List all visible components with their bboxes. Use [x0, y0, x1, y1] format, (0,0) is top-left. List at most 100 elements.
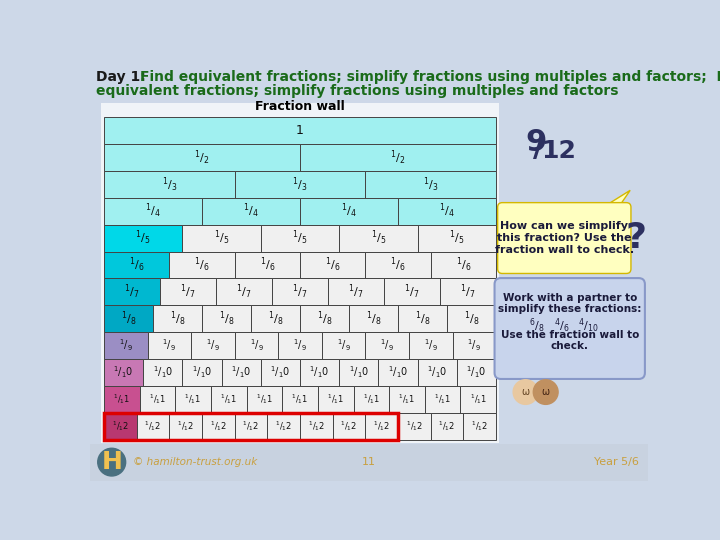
- Bar: [440, 279, 496, 305]
- Bar: [318, 386, 354, 413]
- Text: $^1/_4$: $^1/_4$: [145, 202, 161, 220]
- Bar: [333, 413, 365, 440]
- Text: $^1/_11$: $^1/_11$: [469, 393, 487, 407]
- Bar: [182, 225, 261, 252]
- Bar: [175, 386, 211, 413]
- Bar: [431, 252, 496, 279]
- Text: $^1/_12$: $^1/_12$: [438, 420, 456, 433]
- Text: $^1/_12$: $^1/_12$: [307, 420, 325, 433]
- Bar: [272, 279, 328, 305]
- Text: $^1/_8$: $^1/_8$: [317, 309, 333, 328]
- Text: $^1/_10$: $^1/_10$: [231, 365, 251, 380]
- Text: $^1/_7$: $^1/_7$: [460, 283, 476, 301]
- Text: Year 5/6: Year 5/6: [594, 457, 639, 467]
- Text: $^1/_4$: $^1/_4$: [243, 202, 259, 220]
- Text: 9: 9: [526, 128, 547, 157]
- Bar: [104, 252, 169, 279]
- Bar: [365, 332, 409, 359]
- Text: $^1/_9$: $^1/_9$: [163, 338, 176, 354]
- Bar: [365, 171, 496, 198]
- Text: $^6/_8$: $^6/_8$: [529, 316, 545, 335]
- Text: $^1/_11$: $^1/_11$: [184, 393, 202, 407]
- Bar: [235, 252, 300, 279]
- Bar: [261, 359, 300, 386]
- Text: $^1/_10$: $^1/_10$: [348, 365, 369, 380]
- Text: $^1/_6$: $^1/_6$: [325, 256, 341, 274]
- Bar: [104, 144, 300, 171]
- Bar: [300, 359, 339, 386]
- Text: $^1/_9$: $^1/_9$: [424, 338, 438, 354]
- Text: $^1/_5$: $^1/_5$: [292, 229, 307, 247]
- Bar: [182, 359, 222, 386]
- Text: /: /: [533, 132, 544, 161]
- Text: $^1/_8$: $^1/_8$: [415, 309, 431, 328]
- Text: $^1/_10$: $^1/_10$: [427, 365, 447, 380]
- Bar: [339, 225, 418, 252]
- Text: $^1/_4$: $^1/_4$: [341, 202, 357, 220]
- Text: $^1/_11$: $^1/_11$: [256, 393, 273, 407]
- Bar: [251, 305, 300, 332]
- Text: ?: ?: [625, 221, 646, 255]
- Text: simplify these fractions:: simplify these fractions:: [498, 304, 642, 314]
- Text: $^1/_8$: $^1/_8$: [170, 309, 185, 328]
- Bar: [398, 198, 496, 225]
- Bar: [300, 252, 365, 279]
- Bar: [202, 198, 300, 225]
- Bar: [143, 359, 182, 386]
- Bar: [365, 252, 431, 279]
- Bar: [328, 279, 384, 305]
- Text: $^1/_9$: $^1/_9$: [337, 338, 351, 354]
- Bar: [398, 305, 447, 332]
- Bar: [169, 252, 235, 279]
- Text: $^1/_4$: $^1/_4$: [439, 202, 455, 220]
- Text: $^1/_7$: $^1/_7$: [405, 283, 420, 301]
- Bar: [300, 198, 398, 225]
- Bar: [216, 279, 272, 305]
- Text: equivalent fractions; simplify fractions using multiples and factors: equivalent fractions; simplify fractions…: [96, 84, 618, 98]
- Text: $^1/_8$: $^1/_8$: [464, 309, 480, 328]
- Text: $^1/_5$: $^1/_5$: [449, 229, 464, 247]
- Bar: [191, 332, 235, 359]
- Text: $^1/_12$: $^1/_12$: [177, 420, 194, 433]
- Text: $^1/_10$: $^1/_10$: [270, 365, 291, 380]
- Bar: [235, 171, 365, 198]
- Text: $^1/_11$: $^1/_11$: [149, 393, 166, 407]
- Text: $^4/_6$: $^4/_6$: [554, 316, 570, 335]
- Bar: [104, 225, 182, 252]
- Bar: [104, 305, 153, 332]
- Text: $^1/_12$: $^1/_12$: [405, 420, 423, 433]
- Bar: [160, 279, 216, 305]
- Text: $^1/_3$: $^1/_3$: [161, 175, 177, 193]
- Bar: [349, 305, 398, 332]
- Bar: [261, 225, 339, 252]
- Bar: [365, 413, 398, 440]
- Text: 1: 1: [296, 124, 304, 137]
- Bar: [90, 444, 648, 481]
- Text: $^1/_7$: $^1/_7$: [125, 283, 140, 301]
- Bar: [398, 413, 431, 440]
- Circle shape: [513, 380, 538, 404]
- Bar: [384, 279, 440, 305]
- Text: $^1/_8$: $^1/_8$: [268, 309, 283, 328]
- Text: $^1/_6$: $^1/_6$: [194, 256, 210, 274]
- Text: $^1/_10$: $^1/_10$: [310, 365, 330, 380]
- Text: $^1/_9$: $^1/_9$: [467, 338, 481, 354]
- Text: $^1/_8$: $^1/_8$: [219, 309, 234, 328]
- Text: $^1/_9$: $^1/_9$: [380, 338, 394, 354]
- Text: $^1/_2$: $^1/_2$: [390, 148, 406, 167]
- Text: $^1/_5$: $^1/_5$: [371, 229, 386, 247]
- Text: Fraction wall: Fraction wall: [255, 100, 345, 113]
- Bar: [235, 332, 278, 359]
- Text: $^1/_11$: $^1/_11$: [434, 393, 451, 407]
- Bar: [246, 386, 282, 413]
- Text: $^1/_9$: $^1/_9$: [250, 338, 264, 354]
- Bar: [354, 386, 389, 413]
- Text: $^1/_12$: $^1/_12$: [341, 420, 358, 433]
- Text: $^1/_5$: $^1/_5$: [135, 229, 151, 247]
- Text: $^1/_5$: $^1/_5$: [214, 229, 230, 247]
- Bar: [339, 359, 379, 386]
- Bar: [104, 386, 140, 413]
- Text: $^1/_6$: $^1/_6$: [456, 256, 471, 274]
- Text: © hamilton-trust.org.uk: © hamilton-trust.org.uk: [132, 457, 257, 467]
- Text: How can we simplify
this fraction? Use the
fraction wall to check.: How can we simplify this fraction? Use t…: [495, 221, 634, 255]
